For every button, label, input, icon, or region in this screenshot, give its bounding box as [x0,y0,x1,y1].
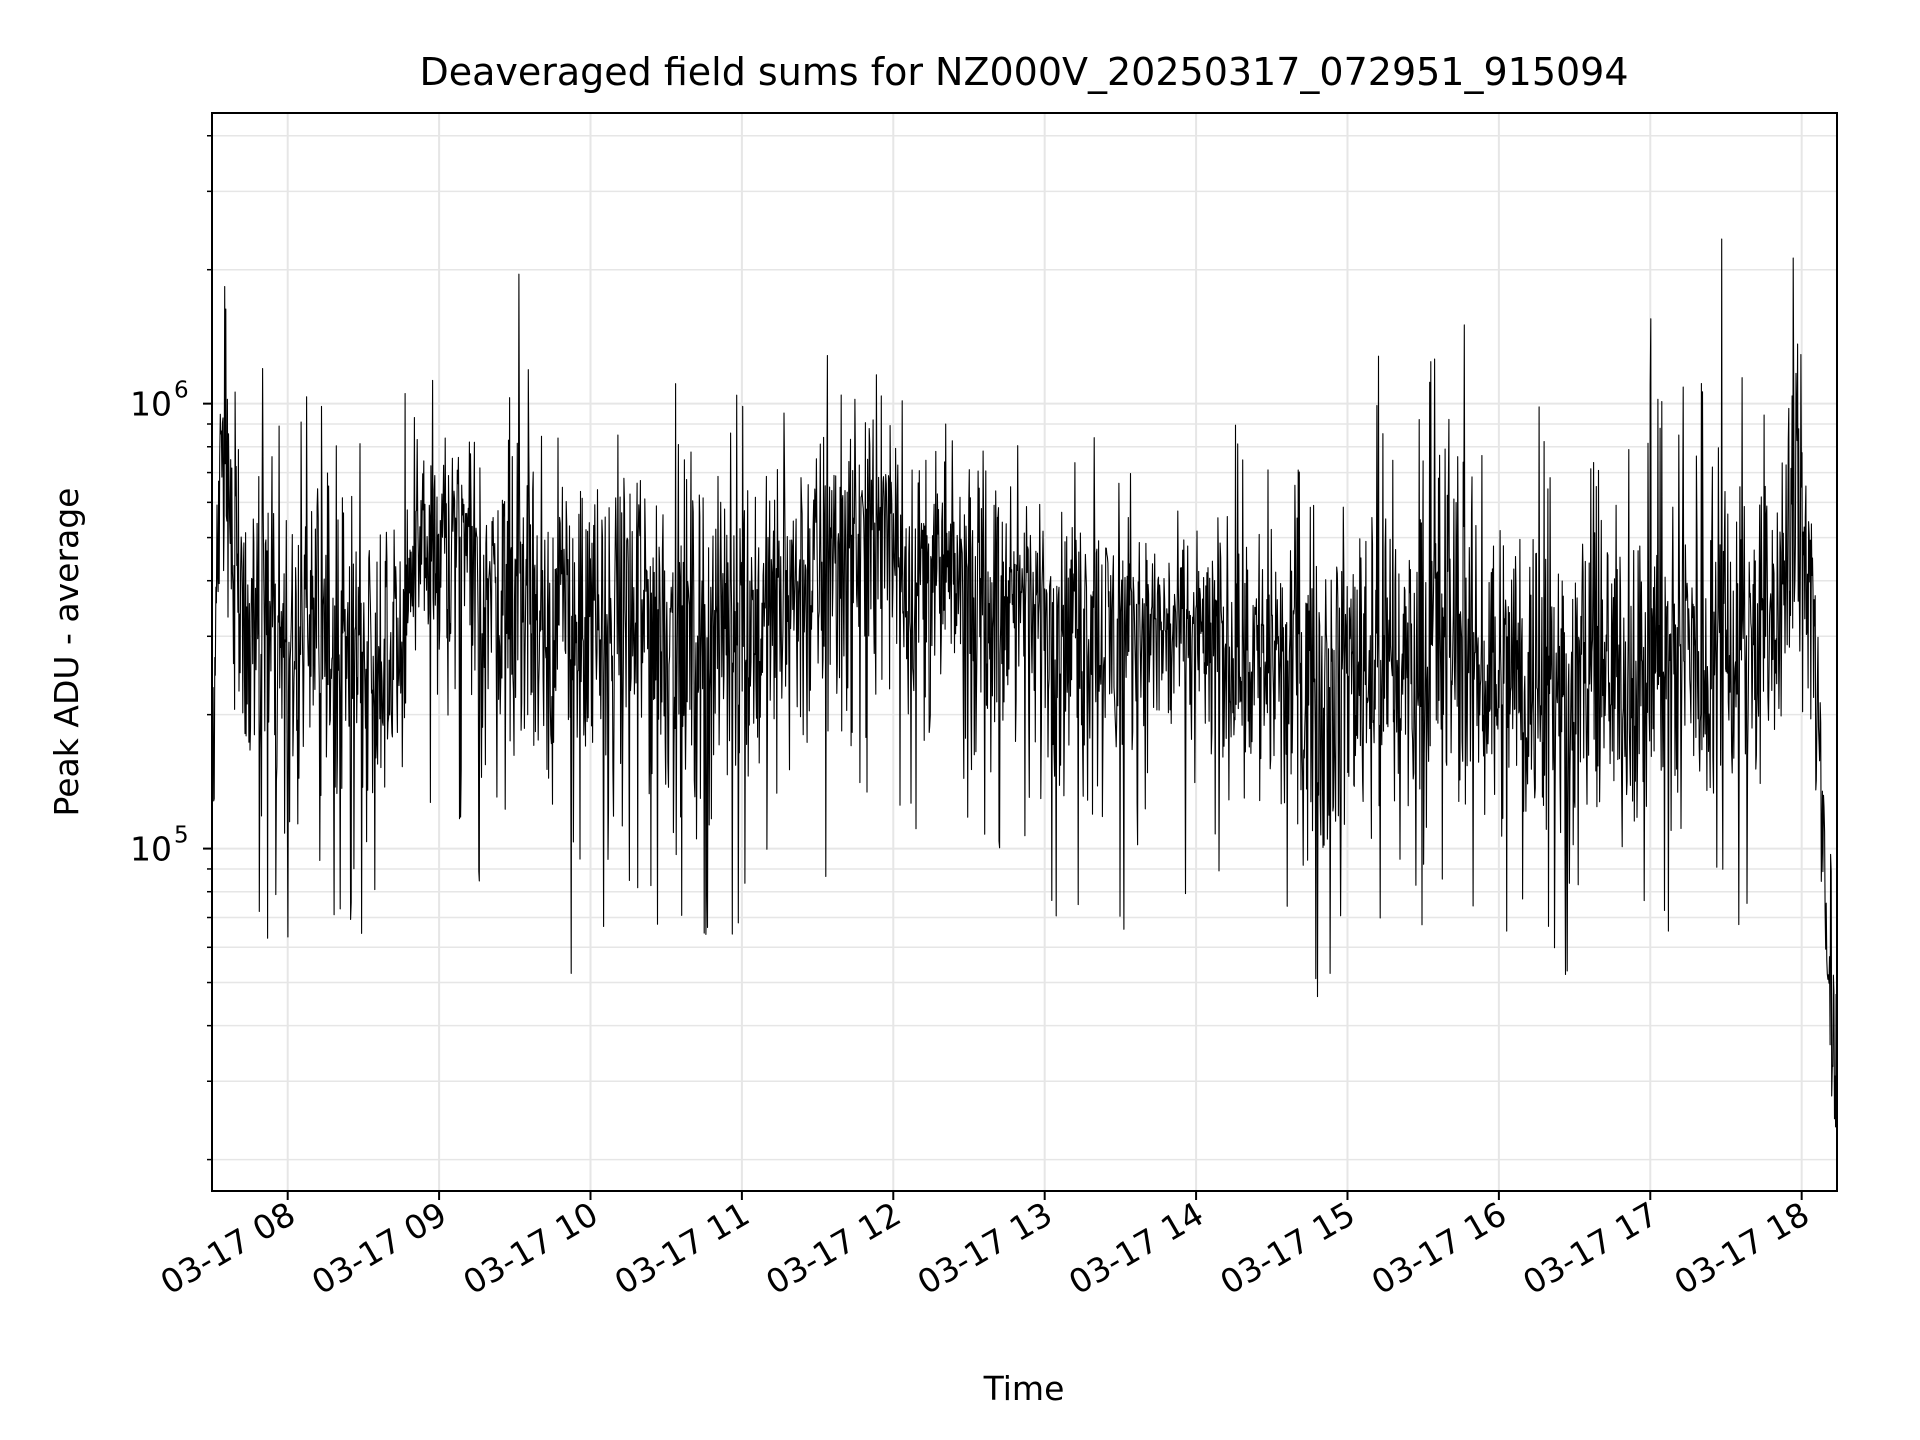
plot-area [211,238,1838,1160]
y-axis-label: Peak ADU - average [47,488,86,817]
y-tick-exponent: 5 [174,823,189,849]
y-tick-label: 10 [130,830,172,869]
y-tick-label: 10 [130,385,172,424]
x-axis-label: Time [983,1369,1065,1408]
y-tick-exponent: 6 [174,378,189,404]
series-line [211,238,1838,1160]
chart-title: Deaveraged field sums for NZ000V_2025031… [419,50,1628,94]
plot-frame [211,112,1838,1192]
